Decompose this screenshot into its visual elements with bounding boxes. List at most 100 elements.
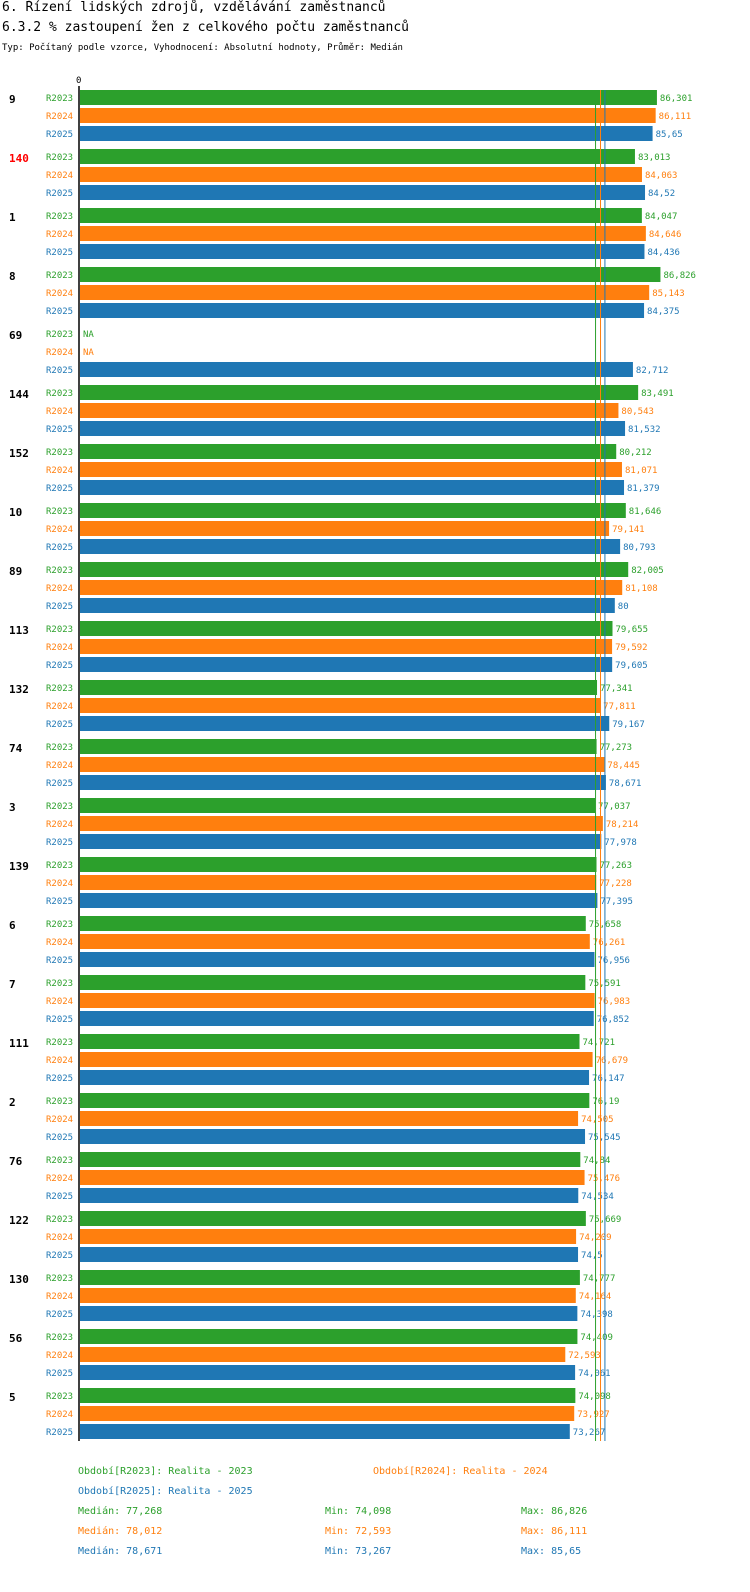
bar-value-label: 74,098 bbox=[578, 1392, 611, 1402]
bar bbox=[80, 503, 626, 518]
bar-value-label: 74,409 bbox=[580, 1333, 613, 1343]
series-row-label: R2023 bbox=[46, 507, 73, 517]
series-row-label: R2024 bbox=[46, 1292, 73, 1302]
bar bbox=[80, 362, 633, 377]
bar bbox=[80, 185, 646, 200]
bar-value-label: 76,852 bbox=[597, 1015, 630, 1025]
stats-min-2023: Min: 74,098 bbox=[325, 1506, 392, 1517]
bar-value-label: 77,228 bbox=[599, 879, 632, 889]
bar-value-label: 80,543 bbox=[621, 407, 654, 417]
bar bbox=[80, 267, 661, 282]
bar-value-label: 77,978 bbox=[604, 838, 637, 848]
category-label: 69 bbox=[9, 329, 22, 342]
category-label: 74 bbox=[9, 742, 23, 755]
category-label: 144 bbox=[9, 388, 29, 401]
series-row-label: R2024 bbox=[46, 1410, 73, 1420]
bar-value-label: 76,679 bbox=[596, 1056, 629, 1066]
series-row-label: R2023 bbox=[46, 212, 73, 222]
bar-chart: 0 9 R2023 86,301 R2024 86,111 R2025 85,65 140 R20… bbox=[9, 76, 696, 1441]
bar bbox=[80, 385, 639, 400]
bar bbox=[80, 1388, 576, 1403]
series-row-label: R2024 bbox=[46, 584, 73, 594]
chart-subtitle: 6.3.2 % zastoupení žen z celkového počtu… bbox=[2, 20, 409, 35]
bar bbox=[80, 875, 597, 890]
stats-max-2023: Max: 86,826 bbox=[521, 1506, 588, 1517]
series-row-label: R2024 bbox=[46, 879, 73, 889]
series-row-label: R2024 bbox=[46, 702, 73, 712]
bar bbox=[80, 1093, 590, 1108]
series-row-label: R2023 bbox=[46, 625, 73, 635]
bar bbox=[80, 1070, 590, 1085]
bar-value-label: 81,108 bbox=[625, 584, 658, 594]
bar bbox=[80, 952, 595, 967]
bar-value-label: 76,983 bbox=[598, 997, 631, 1007]
bar bbox=[80, 1170, 585, 1185]
series-row-label: R2023 bbox=[46, 743, 73, 753]
stats-max-2024: Max: 86,111 bbox=[521, 1526, 588, 1537]
bar bbox=[80, 739, 597, 754]
bar bbox=[80, 639, 613, 654]
series-row-label: R2024 bbox=[46, 643, 73, 653]
bar-value-label: 84,063 bbox=[645, 171, 678, 181]
stats-median-2023: Medián: 77,268 bbox=[78, 1506, 163, 1517]
bar bbox=[80, 1211, 586, 1226]
series-row-label: R2023 bbox=[46, 330, 73, 340]
bar bbox=[80, 757, 605, 772]
bar bbox=[80, 1270, 580, 1285]
bar bbox=[80, 521, 610, 536]
bar bbox=[80, 1247, 579, 1262]
bar bbox=[80, 1229, 577, 1244]
bar-value-label: 81,532 bbox=[628, 425, 661, 435]
series-row-label: R2023 bbox=[46, 566, 73, 576]
bar-value-label: 73,267 bbox=[573, 1428, 606, 1438]
bar-value-label: 85,65 bbox=[656, 130, 683, 140]
series-row-label: R2024 bbox=[46, 1115, 73, 1125]
bar-value-label: 77,341 bbox=[600, 684, 633, 694]
category-label: 7 bbox=[9, 978, 16, 991]
bar bbox=[80, 1052, 593, 1067]
category-label: 6 bbox=[9, 919, 16, 932]
bar bbox=[80, 1034, 580, 1049]
bar bbox=[80, 1365, 576, 1380]
bar-value-label: 84,047 bbox=[645, 212, 678, 222]
series-row-label: R2024 bbox=[46, 1056, 73, 1066]
bar-value-label: 78,445 bbox=[607, 761, 640, 771]
series-row-label: R2024 bbox=[46, 761, 73, 771]
bar-value-label: 81,071 bbox=[625, 466, 658, 476]
bar bbox=[80, 1152, 581, 1167]
bar bbox=[80, 1347, 566, 1362]
series-row-label: R2025 bbox=[46, 1133, 73, 1143]
bar-value-label: 82,005 bbox=[631, 566, 664, 576]
bar bbox=[80, 657, 613, 672]
series-row-label: R2025 bbox=[46, 425, 73, 435]
bar bbox=[80, 975, 586, 990]
axis-zero-label: 0 bbox=[76, 76, 81, 86]
series-row-label: R2023 bbox=[46, 1038, 73, 1048]
series-row-label: R2023 bbox=[46, 94, 73, 104]
bar-value-label: 84,52 bbox=[648, 189, 675, 199]
category-label: 56 bbox=[9, 1332, 23, 1345]
series-row-label: R2023 bbox=[46, 271, 73, 281]
bar-value-label: 86,111 bbox=[659, 112, 692, 122]
series-row-label: R2025 bbox=[46, 543, 73, 553]
bar-value-label: 84,436 bbox=[647, 248, 680, 258]
category-label: 130 bbox=[9, 1273, 29, 1286]
bar-value-label: 73,927 bbox=[577, 1410, 610, 1420]
bar bbox=[80, 893, 598, 908]
series-row-label: R2025 bbox=[46, 897, 73, 907]
bar bbox=[80, 539, 621, 554]
category-label: 3 bbox=[9, 801, 16, 814]
bar-value-label: 76,261 bbox=[593, 938, 626, 948]
bar bbox=[80, 698, 601, 713]
bar bbox=[80, 1188, 579, 1203]
bar-value-label: 79,605 bbox=[615, 661, 648, 671]
stats-min-2025: Min: 73,267 bbox=[325, 1546, 392, 1557]
legend-period-2024: Období[R2024]: Realita - 2024 bbox=[373, 1466, 548, 1477]
stats-median-2024: Medián: 78,012 bbox=[78, 1526, 163, 1537]
bar-value-label: 86,826 bbox=[663, 271, 696, 281]
legend-period-2025: Období[R2025]: Realita - 2025 bbox=[78, 1486, 253, 1497]
bar-value-label: 77,273 bbox=[600, 743, 633, 753]
chart-type-line: Typ: Počítaný podle vzorce, Vyhodnocení:… bbox=[2, 43, 403, 53]
bar bbox=[80, 403, 619, 418]
bar-value-label: 72,593 bbox=[568, 1351, 601, 1361]
